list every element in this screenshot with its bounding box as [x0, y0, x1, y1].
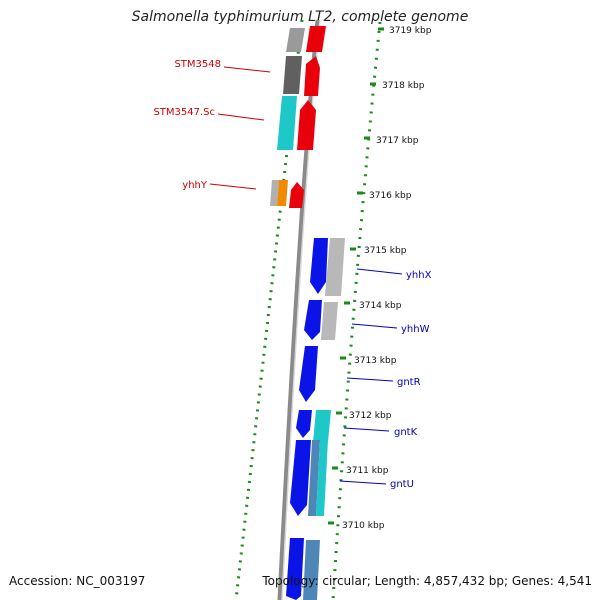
gc-skew-right-arc — [331, 21, 382, 600]
scale-labels: 3719 kbp 3718 kbp 3717 kbp 3716 kbp 3715… — [342, 26, 432, 531]
leader-line — [209, 183, 257, 190]
leader-line — [343, 427, 390, 432]
leader-line — [351, 323, 398, 329]
cds-red-top — [306, 26, 326, 52]
feature-cyan-gntk — [313, 410, 331, 442]
feature-orange-yhhy — [277, 180, 288, 206]
feature-cyan-stm3547 — [277, 96, 297, 150]
leader-line — [346, 377, 394, 382]
genome-summary-label: Topology: circular; Length: 4,857,432 bp… — [262, 574, 592, 588]
genome-title: Salmonella typhimurium LT2, complete gen… — [131, 9, 469, 25]
cds-blue-gntk — [296, 410, 312, 438]
leader-line — [339, 480, 387, 485]
gene-label-gntr: gntR — [397, 377, 421, 388]
cds-blue-yhhw — [304, 300, 322, 340]
scale-label: 3711 kbp — [346, 466, 389, 476]
leader-line — [217, 113, 265, 121]
scale-label: 3714 kbp — [359, 301, 402, 311]
leader-line — [223, 66, 271, 73]
feature-gray-yhhx — [325, 238, 345, 296]
scale-label: 3716 kbp — [369, 191, 412, 201]
cds-blue-gntu — [290, 440, 311, 516]
scale-label: 3712 kbp — [349, 411, 392, 421]
feature-steel-bottom — [303, 540, 320, 600]
feature-dark-gray — [283, 56, 302, 94]
feature-gray-top — [286, 28, 305, 52]
cds-blue-gntr — [299, 346, 318, 402]
gene-label-yhhw: yhhW — [401, 324, 430, 335]
gene-label-gntu: gntU — [390, 479, 414, 490]
feature-gray-yhhy — [270, 180, 279, 206]
scale-label: 3710 kbp — [342, 521, 385, 531]
cds-red-stm3547 — [297, 100, 316, 150]
cds-blue-yhhx — [310, 238, 328, 294]
feature-cyan-gntu — [316, 440, 328, 516]
gene-label-stm3548: STM3548 — [174, 59, 221, 70]
scale-label: 3718 kbp — [382, 81, 425, 91]
scale-label: 3715 kbp — [364, 246, 407, 256]
feature-gray-yhhw — [321, 302, 338, 340]
reverse-gene-labels: STM3548 STM3547.Sc yhhY — [153, 59, 271, 191]
scale-label: 3717 kbp — [376, 136, 419, 146]
gene-label-gntk: gntK — [394, 427, 418, 438]
cds-blue-bottom — [286, 538, 304, 600]
gene-label-yhhy: yhhY — [182, 180, 208, 191]
gene-label-yhhx: yhhX — [406, 270, 432, 281]
forward-gene-labels: yhhX yhhW gntR gntK gntU — [339, 268, 432, 490]
leader-line — [356, 268, 403, 275]
scale-label: 3719 kbp — [389, 26, 432, 36]
gene-label-stm3547sc: STM3547.Sc — [153, 107, 215, 118]
scale-label: 3713 kbp — [354, 356, 397, 366]
cds-red-yhhy — [289, 182, 304, 208]
scale-ticks — [328, 27, 384, 525]
accession-label: Accession: NC_003197 — [9, 574, 146, 588]
cds-red-stm3548 — [304, 56, 320, 96]
